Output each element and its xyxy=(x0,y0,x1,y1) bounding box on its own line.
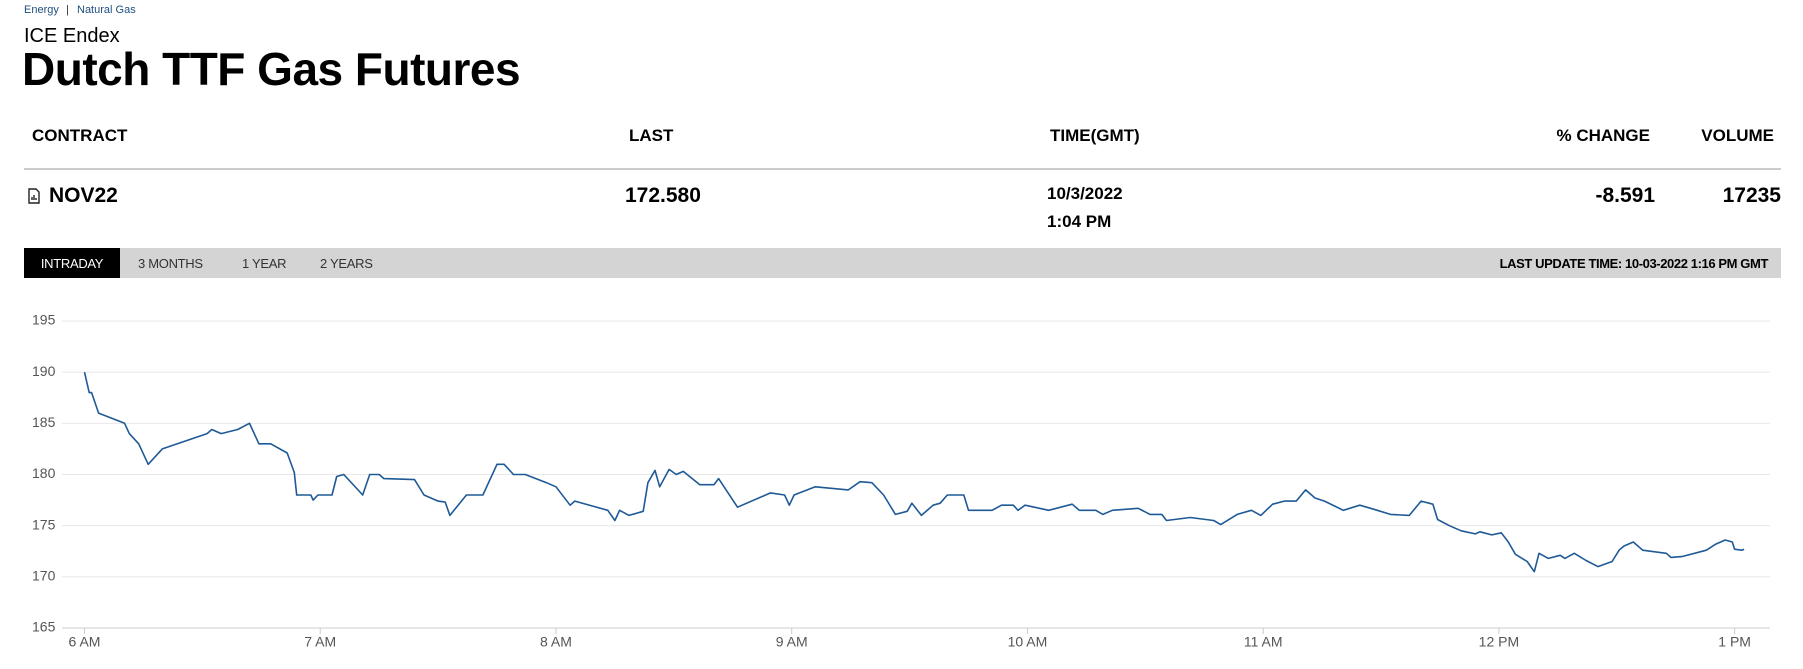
percent-change: -8.591 xyxy=(1595,184,1655,207)
y-tick-label: 180 xyxy=(32,465,56,481)
column-header: LAST xyxy=(629,126,674,145)
breadcrumb[interactable]: Energy xyxy=(24,4,59,16)
tab[interactable]: 3 MONTHS xyxy=(138,256,203,271)
tab-bar xyxy=(24,248,1781,278)
y-tick-label: 170 xyxy=(32,568,56,584)
contract[interactable]: NOV22 xyxy=(49,184,118,207)
trade-time: 1:04 PM xyxy=(1047,212,1112,231)
column-header: TIME(GMT) xyxy=(1050,126,1140,145)
active-tab-bg xyxy=(24,248,120,278)
column-header: VOLUME xyxy=(1701,126,1774,145)
tab[interactable]: 1 YEAR xyxy=(242,256,287,271)
column-header: % CHANGE xyxy=(1556,126,1650,145)
x-tick-label: 10 AM xyxy=(1008,634,1048,650)
y-tick-label: 185 xyxy=(32,414,56,430)
exchange: ICE Endex xyxy=(24,25,120,47)
column-header: CONTRACT xyxy=(32,126,128,145)
tab[interactable]: 2 YEARS xyxy=(320,256,373,271)
x-tick-label: 6 AM xyxy=(69,634,101,650)
x-tick-label: 12 PM xyxy=(1479,634,1519,650)
page-title: Dutch TTF Gas Futures xyxy=(22,43,521,95)
price-line xyxy=(83,372,1745,573)
y-tick-label: 175 xyxy=(32,516,56,532)
volume: 17235 xyxy=(1722,184,1781,207)
x-tick-label: 9 AM xyxy=(776,634,808,650)
breadcrumb[interactable]: Natural Gas xyxy=(77,4,136,16)
y-tick-label: 195 xyxy=(32,312,56,328)
x-tick-label: 8 AM xyxy=(540,634,572,650)
y-tick-label: 190 xyxy=(32,363,56,379)
breadcrumb-separator: | xyxy=(66,4,69,16)
x-tick-label: 1 PM xyxy=(1718,634,1751,650)
tab-active[interactable]: INTRADAY xyxy=(40,256,104,271)
y-tick-label: 165 xyxy=(32,619,56,635)
trade-date: 10/3/2022 xyxy=(1047,184,1123,203)
last-update: LAST UPDATE TIME: 10-03-2022 1:16 PM GMT xyxy=(1499,256,1769,271)
x-tick-label: 7 AM xyxy=(304,634,336,650)
last-price: 172.580 xyxy=(625,184,701,207)
chart-icon xyxy=(28,188,40,204)
x-tick-label: 11 AM xyxy=(1244,634,1283,650)
